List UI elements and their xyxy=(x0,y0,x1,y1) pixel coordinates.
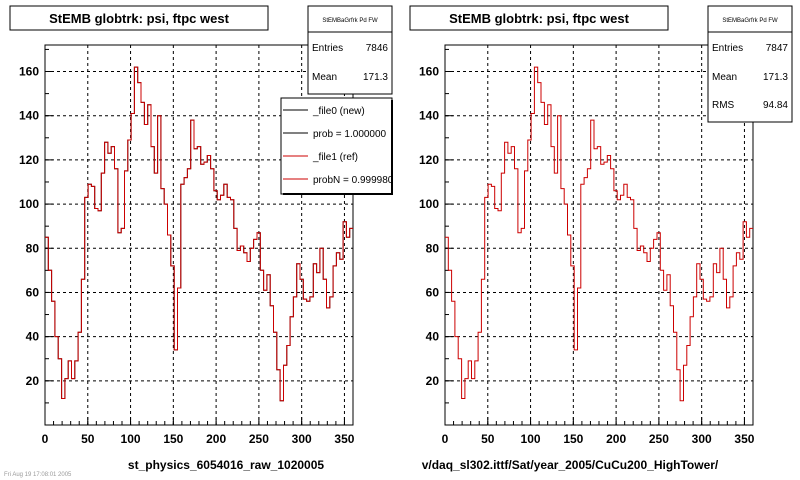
left-xtick-label: 250 xyxy=(249,432,269,446)
left-ytick-label: 80 xyxy=(26,241,40,255)
left-panel: StEMB globtrk: psi, ftpc west 20 40 60 80 10… xyxy=(4,5,394,478)
right-xlabel: v/daq_sl302.ittf/Sat/year_2005/CuCu200_H… xyxy=(422,458,719,472)
right-stats-entries-value: 7847 xyxy=(766,43,789,54)
legend-label-file1: _file1 (ref) xyxy=(312,152,358,163)
left-ytick-label: 20 xyxy=(26,374,40,388)
right-panel: StEMB globtrk: psi, ftpc west 20 40 60 80 10… xyxy=(409,5,793,472)
right-ytick-label: 100 xyxy=(419,197,439,211)
left-xlabel: st_physics_6054016_raw_1020005 xyxy=(128,458,324,472)
right-xtick-label: 150 xyxy=(563,432,583,446)
left-stats-mean-label: Mean xyxy=(312,72,337,83)
right-stats-box xyxy=(707,5,793,123)
left-xtick-label: 350 xyxy=(334,432,354,446)
right-ytick-label: 20 xyxy=(426,374,440,388)
right-xtick-label: 300 xyxy=(692,432,712,446)
left-xtick-label: 150 xyxy=(163,432,183,446)
left-ytick-label: 40 xyxy=(26,330,40,344)
left-ytick-label: 140 xyxy=(19,109,39,123)
legend-box xyxy=(280,97,393,195)
left-title: StEMB globtrk: psi, ftpc west xyxy=(49,11,230,26)
left-xtick-label: 200 xyxy=(206,432,226,446)
left-series xyxy=(45,66,353,402)
right-y-axis: 20 40 60 80 100 120 140 160 xyxy=(419,48,453,404)
legend-label-probn: probN = 0.999980 xyxy=(313,175,394,186)
right-stats-name: StEMBaGrfrk Pd FW xyxy=(722,18,778,24)
footer-note: Fri Aug 19 17:08:01 2005 xyxy=(4,472,72,478)
right-xtick-label: 100 xyxy=(521,432,541,446)
right-xtick-label: 350 xyxy=(734,432,754,446)
right-x-axis: 0 50 100 150 200 250 300 350 xyxy=(442,417,755,446)
left-y-axis: 20 40 60 80 100 120 140 160 xyxy=(19,48,53,404)
legend-label-file0: _file0 (new) xyxy=(312,106,365,117)
left-xtick-label: 0 xyxy=(42,432,49,446)
left-stats-name: StEMBaGrfrk Pd FW xyxy=(322,18,378,24)
left-xtick-label: 50 xyxy=(81,432,95,446)
left-stats-entries-label: Entries xyxy=(312,43,343,54)
left-x-axis: 0 50 100 150 200 250 300 350 xyxy=(42,417,355,446)
right-xtick-label: 250 xyxy=(649,432,669,446)
right-ytick-label: 80 xyxy=(426,241,440,255)
right-stats-mean-value: 171.3 xyxy=(763,72,788,83)
left-title-box xyxy=(9,5,269,31)
right-ytick-label: 40 xyxy=(426,330,440,344)
right-ytick-label: 60 xyxy=(426,285,440,299)
right-ytick-label: 160 xyxy=(419,65,439,79)
left-stats-entries-value: 7846 xyxy=(366,43,389,54)
right-stats-mean-label: Mean xyxy=(712,72,737,83)
left-stats-box xyxy=(307,5,393,95)
left-ytick-label: 160 xyxy=(19,65,39,79)
right-ytick-label: 120 xyxy=(419,153,439,167)
right-xtick-label: 50 xyxy=(481,432,495,446)
right-title-box xyxy=(409,5,669,31)
right-series xyxy=(445,66,753,402)
right-xtick-label: 0 xyxy=(442,432,449,446)
right-ytick-label: 140 xyxy=(419,109,439,123)
left-stats-mean-value: 171.3 xyxy=(363,72,388,83)
right-xtick-label: 200 xyxy=(606,432,626,446)
left-ytick-label: 120 xyxy=(19,153,39,167)
right-series-0 xyxy=(445,66,753,402)
legend-label-prob: prob = 1.000000 xyxy=(313,129,387,140)
right-title: StEMB globtrk: psi, ftpc west xyxy=(449,11,630,26)
right-stats-entries-label: Entries xyxy=(712,43,743,54)
left-ytick-label: 60 xyxy=(26,285,40,299)
left-xtick-label: 300 xyxy=(292,432,312,446)
legend: _file0 (new) prob = 1.000000 _file1 (ref… xyxy=(280,97,394,195)
left-xtick-label: 100 xyxy=(121,432,141,446)
right-frame xyxy=(444,44,754,426)
right-stats-rms-value: 94.84 xyxy=(763,100,788,111)
left-ytick-label: 100 xyxy=(19,197,39,211)
left-series-1 xyxy=(45,66,353,402)
right-stats-rms-label: RMS xyxy=(712,100,735,111)
